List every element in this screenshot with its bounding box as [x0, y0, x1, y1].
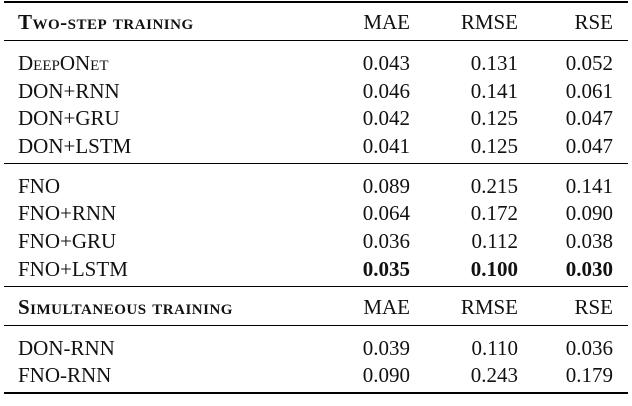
column-header: RSE — [574, 294, 613, 319]
metric-value: 0.243 — [470, 363, 518, 388]
metric-value: 0.030 — [565, 256, 613, 281]
metric-value: 0.215 — [470, 173, 518, 198]
metric-value: 0.090 — [362, 363, 410, 388]
header-rule — [4, 40, 628, 41]
metric-value: 0.100 — [470, 256, 518, 281]
model-name: FNO-RNN — [18, 363, 112, 388]
metric-value: 0.131 — [470, 51, 518, 75]
group-rule — [4, 285, 628, 287]
metric-value: 0.141 — [565, 173, 613, 198]
model-name: DON+LSTM — [18, 133, 132, 158]
model-name: FNO — [18, 173, 61, 198]
metric-value: 0.090 — [565, 201, 613, 226]
column-header: RMSE — [460, 10, 518, 34]
section-header: Simultaneous training — [18, 294, 233, 319]
metric-value: 0.046 — [362, 78, 410, 103]
model-name: DON+RNN — [18, 78, 120, 103]
metric-value: 0.035 — [362, 256, 410, 281]
section-header: Two-step training — [18, 10, 194, 34]
metric-value: 0.112 — [471, 229, 518, 253]
column-header: MAE — [363, 10, 410, 34]
metric-value: 0.036 — [565, 335, 613, 360]
metric-value: 0.036 — [362, 229, 410, 253]
model-name: FNO+GRU — [18, 229, 117, 253]
metric-value: 0.042 — [362, 106, 410, 131]
metric-value: 0.110 — [471, 335, 518, 360]
metric-value: 0.061 — [565, 78, 613, 103]
metric-value: 0.038 — [565, 229, 613, 253]
top-rule — [4, 1, 628, 3]
metric-value: 0.039 — [362, 335, 410, 360]
metric-value: 0.172 — [470, 201, 518, 226]
metric-value: 0.064 — [362, 201, 410, 226]
model-name: DON+GRU — [18, 106, 120, 131]
group-rule — [4, 162, 628, 164]
metric-value: 0.089 — [362, 173, 410, 198]
model-name: DON-RNN — [18, 335, 115, 360]
metric-value: 0.047 — [565, 133, 613, 158]
metric-value: 0.141 — [470, 78, 518, 103]
metric-value: 0.047 — [565, 106, 613, 131]
metric-value: 0.179 — [565, 363, 613, 388]
column-header: RSE — [574, 10, 613, 34]
metric-value: 0.125 — [470, 106, 518, 131]
metric-value: 0.125 — [470, 133, 518, 158]
metric-value: 0.043 — [362, 51, 410, 75]
model-name: FNO+RNN — [18, 201, 117, 226]
column-header: MAE — [363, 294, 410, 319]
metric-value: 0.052 — [565, 51, 613, 75]
column-header: RMSE — [460, 294, 518, 319]
header-rule — [4, 324, 628, 326]
bottom-rule — [4, 392, 628, 394]
model-name: DeepONet — [18, 51, 109, 75]
metric-value: 0.041 — [362, 133, 410, 158]
model-name: FNO+LSTM — [18, 256, 128, 281]
